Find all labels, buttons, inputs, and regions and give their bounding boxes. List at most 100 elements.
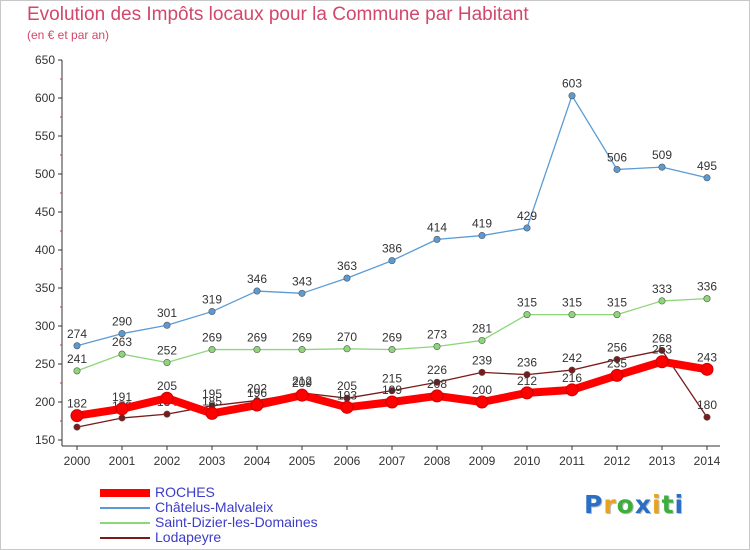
logo-letter: o <box>616 490 635 519</box>
data-label-saint-dizier-les-domaines: 281 <box>472 321 492 335</box>
data-point-lodapeyre <box>568 366 576 374</box>
data-label-ch-telus-malvaleix: 386 <box>382 242 402 256</box>
chart-title: Evolution des Impôts locaux pour la Comm… <box>27 4 529 25</box>
data-label-roches: 193 <box>337 388 357 402</box>
data-label-lodapeyre: 226 <box>427 363 447 377</box>
y-tick-label: 150 <box>35 433 55 447</box>
y-tick-label: 250 <box>35 357 55 371</box>
y-tick-label: 300 <box>35 319 55 333</box>
data-label-ch-telus-malvaleix: 506 <box>607 150 627 164</box>
data-point-saint-dizier-les-domaines <box>613 311 621 319</box>
data-label-lodapeyre: 205 <box>337 379 357 393</box>
data-label-saint-dizier-les-domaines: 269 <box>292 331 312 345</box>
data-label-lodapeyre: 215 <box>382 372 402 386</box>
x-tick-label: 2001 <box>109 454 136 468</box>
data-label-ch-telus-malvaleix: 290 <box>112 315 132 329</box>
logo-letter: t <box>661 490 675 519</box>
data-label-ch-telus-malvaleix: 429 <box>517 209 537 223</box>
data-label-roches: 216 <box>562 371 582 385</box>
proxiti-logo: Proxiti <box>584 490 684 519</box>
legend-label: Lodapeyre <box>155 529 222 545</box>
data-label-roches: 200 <box>472 383 492 397</box>
x-tick-label: 2004 <box>244 454 271 468</box>
legend-label: ROCHES <box>155 484 215 500</box>
data-point-saint-dizier-les-domaines <box>388 346 396 354</box>
data-label-roches: 191 <box>112 390 132 404</box>
data-label-roches: 208 <box>427 377 447 391</box>
data-label-lodapeyre: 212 <box>292 374 312 388</box>
data-label-ch-telus-malvaleix: 509 <box>652 148 672 162</box>
data-label-lodapeyre: 239 <box>472 353 492 367</box>
data-point-lodapeyre <box>118 414 126 422</box>
x-tick-label: 2012 <box>604 454 631 468</box>
data-point-lodapeyre <box>478 368 486 376</box>
data-label-saint-dizier-les-domaines: 269 <box>247 331 267 345</box>
data-point-lodapeyre <box>388 387 396 395</box>
y-tick-label: 400 <box>35 243 55 257</box>
x-tick-label: 2006 <box>334 454 361 468</box>
legend-item-roches: ROCHES <box>100 485 360 500</box>
data-point-roches <box>700 362 714 376</box>
data-point-ch-telus-malvaleix <box>163 321 171 329</box>
data-point-ch-telus-malvaleix <box>478 232 486 240</box>
data-point-ch-telus-malvaleix <box>703 174 711 182</box>
data-label-roches: 243 <box>697 350 717 364</box>
data-point-lodapeyre <box>163 410 171 418</box>
data-point-roches <box>160 391 174 405</box>
data-label-roches: 209 <box>292 376 312 390</box>
x-tick-label: 2014 <box>694 454 721 468</box>
y-tick-label: 550 <box>35 129 55 143</box>
data-label-saint-dizier-les-domaines: 270 <box>337 330 357 344</box>
data-point-ch-telus-malvaleix <box>208 308 216 316</box>
y-tick-label: 650 <box>35 53 55 67</box>
data-point-saint-dizier-les-domaines <box>658 297 666 305</box>
legend-label: Saint-Dizier-les-Domaines <box>155 514 318 530</box>
data-point-roches <box>565 383 579 397</box>
x-tick-label: 2002 <box>154 454 181 468</box>
data-point-lodapeyre <box>703 413 711 421</box>
data-point-roches <box>115 402 129 416</box>
data-point-saint-dizier-les-domaines <box>118 350 126 358</box>
data-point-roches <box>385 395 399 409</box>
x-tick-label: 2005 <box>289 454 316 468</box>
x-tick-label: 2011 <box>559 454 585 468</box>
data-point-saint-dizier-les-domaines <box>478 336 486 344</box>
data-label-roches: 205 <box>157 379 177 393</box>
data-point-roches <box>295 388 309 402</box>
data-label-roches: 196 <box>247 386 267 400</box>
data-point-saint-dizier-les-domaines <box>163 358 171 366</box>
data-point-roches <box>250 398 264 412</box>
legend-swatch <box>100 489 150 497</box>
data-point-roches <box>70 409 84 423</box>
legend-label: Châtelus-Malvaleix <box>155 499 274 515</box>
y-tick-label: 450 <box>35 205 55 219</box>
data-point-ch-telus-malvaleix <box>523 224 531 232</box>
data-label-saint-dizier-les-domaines: 263 <box>112 335 132 349</box>
data-label-saint-dizier-les-domaines: 273 <box>427 328 447 342</box>
data-label-saint-dizier-les-domaines: 336 <box>697 280 717 294</box>
logo-letter: r <box>603 490 617 519</box>
data-point-lodapeyre <box>613 355 621 363</box>
data-label-ch-telus-malvaleix: 343 <box>292 274 312 288</box>
y-tick-label: 350 <box>35 281 55 295</box>
data-label-ch-telus-malvaleix: 603 <box>562 77 582 91</box>
data-point-saint-dizier-les-domaines <box>298 346 306 354</box>
data-point-ch-telus-malvaleix <box>613 165 621 173</box>
data-label-ch-telus-malvaleix: 414 <box>427 220 447 234</box>
data-label-saint-dizier-les-domaines: 252 <box>157 343 177 357</box>
legend-swatch <box>100 522 150 524</box>
data-point-roches <box>205 406 219 420</box>
data-point-ch-telus-malvaleix <box>658 163 666 171</box>
logo-letter: i <box>674 490 685 519</box>
data-label-ch-telus-malvaleix: 363 <box>337 259 357 273</box>
data-point-lodapeyre <box>73 423 81 431</box>
data-point-saint-dizier-les-domaines <box>343 345 351 353</box>
data-label-saint-dizier-les-domaines: 315 <box>607 296 627 310</box>
data-point-roches <box>655 355 669 369</box>
data-point-lodapeyre <box>433 378 441 386</box>
data-point-ch-telus-malvaleix <box>118 330 126 338</box>
legend-swatch <box>100 537 150 539</box>
legend-item-lodapeyre: Lodapeyre <box>100 530 360 545</box>
legend-item-saint-dizier-les-domaines: Saint-Dizier-les-Domaines <box>100 515 360 530</box>
x-tick-label: 2010 <box>514 454 541 468</box>
